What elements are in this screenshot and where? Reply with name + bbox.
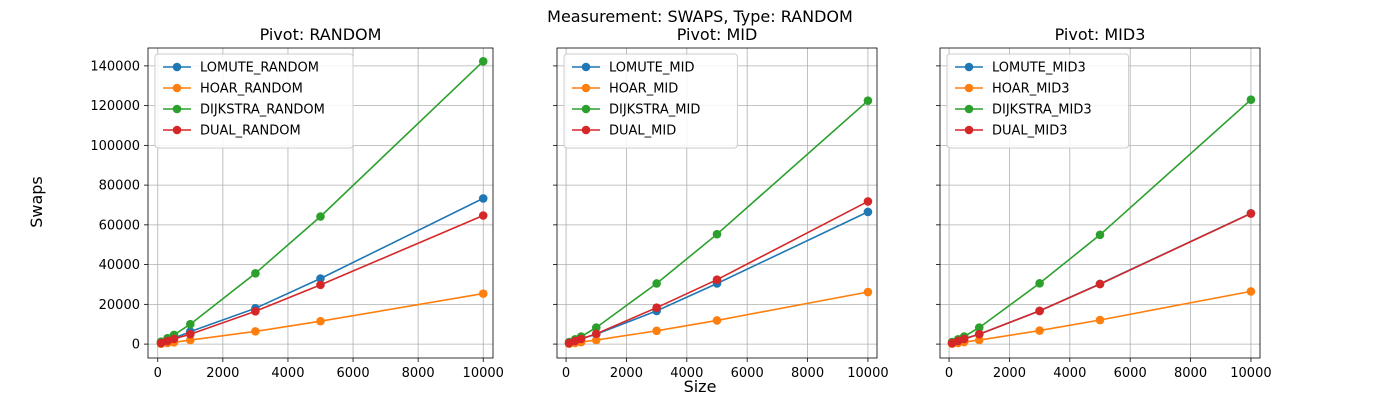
data-point: [316, 212, 325, 221]
data-point: [960, 335, 969, 344]
data-point: [864, 288, 873, 297]
x-tick-label: 6000: [1114, 366, 1147, 381]
data-point: [652, 326, 661, 335]
data-point: [186, 330, 195, 339]
x-tick-label: 0: [945, 366, 953, 381]
legend-marker: [173, 126, 182, 135]
legend-marker: [582, 84, 591, 93]
y-tick-label: 120000: [90, 99, 140, 114]
legend-marker: [582, 63, 591, 72]
data-point: [713, 230, 722, 239]
legend-label: DIJKSTRA_RANDOM: [200, 103, 325, 118]
subplot-title: Pivot: MID3: [1055, 25, 1146, 44]
y-tick-label: 60000: [99, 218, 140, 233]
data-point: [1096, 316, 1105, 325]
x-tick-label: 0: [154, 366, 162, 381]
data-point: [251, 327, 260, 336]
x-tick-label: 2000: [206, 366, 239, 381]
data-point: [251, 269, 260, 278]
legend-label: DIJKSTRA_MID3: [992, 103, 1092, 118]
legend-marker: [965, 84, 974, 93]
x-tick-label: 8000: [1174, 366, 1207, 381]
legend-label: DUAL_RANDOM: [200, 124, 301, 139]
x-tick-label: 2000: [993, 366, 1026, 381]
data-point: [577, 335, 586, 344]
x-tick-label: 10000: [847, 366, 888, 381]
subplot-title: Pivot: RANDOM: [260, 25, 382, 44]
legend-label: HOAR_MID: [609, 82, 678, 97]
legend: LOMUTE_MID3 HOAR_MID3 DIJKSTRA_MID3 DUAL_MI…: [947, 54, 1129, 148]
figure-suptitle: Measurement: SWAPS, Type: RANDOM: [547, 7, 853, 26]
data-point: [864, 197, 873, 206]
x-tick-label: 8000: [791, 366, 824, 381]
y-tick-label: 40000: [99, 258, 140, 273]
x-tick-label: 6000: [337, 366, 370, 381]
legend-marker: [173, 63, 182, 72]
data-point: [1247, 209, 1256, 218]
y-tick-label: 140000: [90, 59, 140, 74]
data-point: [1096, 230, 1105, 239]
data-point: [316, 317, 325, 326]
data-point: [1035, 326, 1044, 335]
data-point: [713, 316, 722, 325]
legend-label: DUAL_MID3: [992, 124, 1068, 139]
y-tick-label: 20000: [99, 298, 140, 313]
figure-ylabel: Swaps: [27, 176, 46, 228]
data-point: [713, 275, 722, 284]
data-point: [1096, 280, 1105, 289]
legend-label: LOMUTE_MID: [609, 61, 694, 76]
legend-label: DUAL_MID: [609, 124, 676, 139]
y-tick-label: 80000: [99, 179, 140, 194]
x-tick-label: 4000: [1053, 366, 1086, 381]
x-tick-label: 8000: [402, 366, 435, 381]
x-tick-label: 2000: [610, 366, 643, 381]
data-point: [1247, 287, 1256, 296]
data-point: [1247, 95, 1256, 104]
data-point: [652, 279, 661, 288]
data-point: [479, 211, 488, 220]
legend-marker: [965, 63, 974, 72]
y-tick-label: 0: [132, 338, 140, 353]
data-point: [864, 96, 873, 105]
legend-label: DIJKSTRA_MID: [609, 103, 700, 118]
data-point: [479, 289, 488, 298]
data-point: [975, 330, 984, 339]
legend: LOMUTE_RANDOM HOAR_RANDOM DIJKSTRA_RANDOM D…: [155, 54, 353, 148]
x-tick-label: 0: [562, 366, 570, 381]
data-point: [1035, 307, 1044, 316]
data-point: [186, 320, 195, 329]
legend-label: HOAR_MID3: [992, 82, 1070, 97]
data-point: [864, 208, 873, 217]
subplot-title: Pivot: MID: [677, 25, 758, 44]
legend: LOMUTE_MID HOAR_MID DIJKSTRA_MID DUAL_MID: [564, 54, 737, 148]
data-point: [652, 303, 661, 312]
legend-marker: [965, 126, 974, 135]
legend-label: HOAR_RANDOM: [200, 82, 303, 97]
legend-marker: [582, 105, 591, 114]
data-point: [479, 194, 488, 203]
x-tick-label: 10000: [1230, 366, 1271, 381]
data-point: [170, 335, 179, 344]
data-point: [251, 307, 260, 316]
data-point: [592, 329, 601, 338]
y-tick-label: 100000: [90, 139, 140, 154]
x-tick-label: 4000: [271, 366, 304, 381]
legend-label: LOMUTE_RANDOM: [200, 61, 319, 76]
data-point: [316, 281, 325, 290]
data-point: [1035, 279, 1044, 288]
legend-marker: [173, 84, 182, 93]
legend-marker: [965, 105, 974, 114]
data-point: [479, 57, 488, 66]
legend-label: LOMUTE_MID3: [992, 61, 1086, 76]
x-tick-label: 4000: [670, 366, 703, 381]
x-tick-label: 10000: [463, 366, 504, 381]
x-tick-label: 6000: [731, 366, 764, 381]
legend-marker: [582, 126, 591, 135]
legend-marker: [173, 105, 182, 114]
